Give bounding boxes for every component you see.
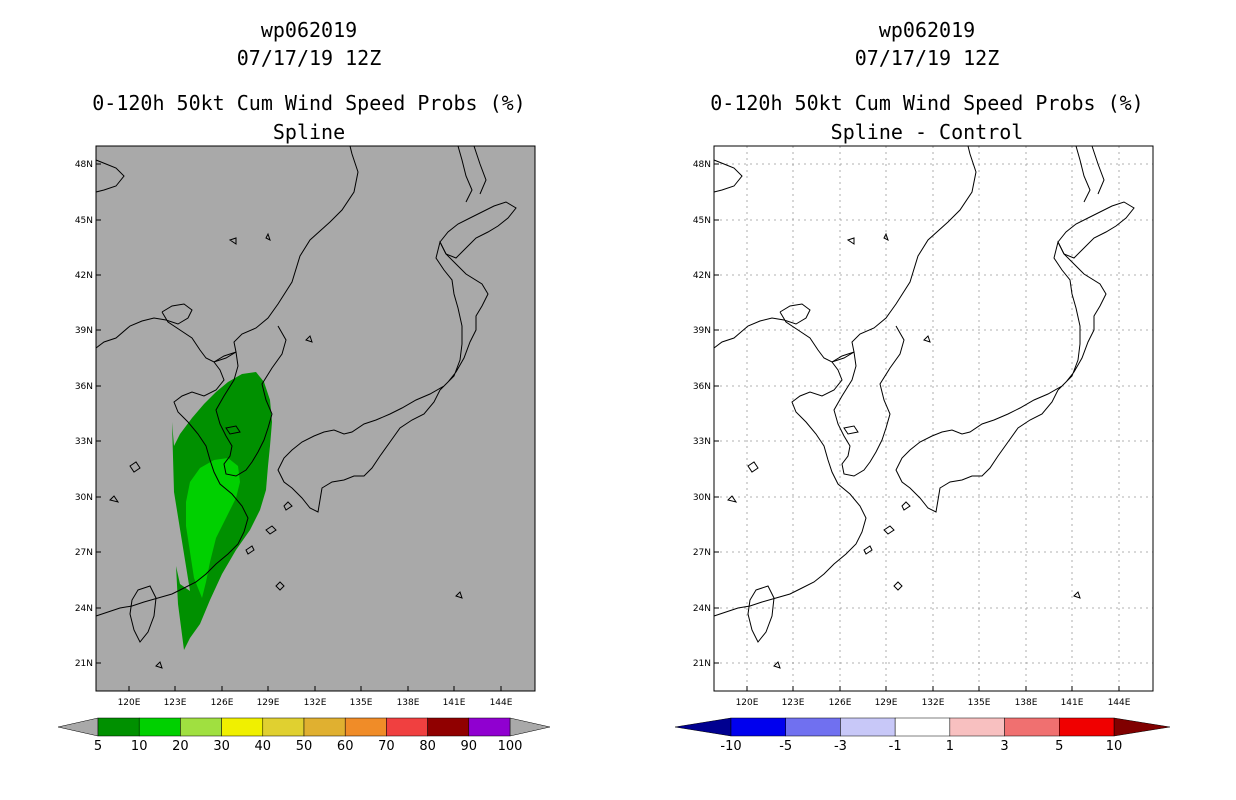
lon-label-132e: 132E [922,698,945,708]
colorbar-label: 70 [378,739,395,754]
lat-label-39n: 39N [693,326,711,336]
lat-label-24n: 24N [693,604,711,614]
colorbar-swatch [785,717,841,737]
colorbar-label: 90 [461,739,478,754]
colorbar-swatch [730,717,786,737]
lat-label-21n: 21N [75,659,93,669]
lat-label-24n: 24N [75,604,93,614]
left-subtitle: Spline [272,120,346,144]
colorbar-label: 100 [498,739,523,754]
lat-label-48n: 48N [75,160,93,170]
colorbar-end-left [57,717,99,737]
lat-label-39n: 39N [75,326,93,336]
colorbar-label: 5 [1055,739,1063,754]
lat-label-48n: 48N [693,160,711,170]
lon-label-135e: 135E [968,698,991,708]
lon-label-144e: 144E [1108,698,1131,708]
colorbar-end-right [509,717,551,737]
lat-label-36n: 36N [693,382,711,392]
lat-label-42n: 42N [75,271,93,281]
colorbar-swatch [468,717,511,737]
colorbar-swatch [1059,717,1115,737]
lon-label-144e: 144E [490,698,513,708]
lon-label-141e: 141E [1061,698,1084,708]
right-map-background [714,146,1153,691]
lon-label-138e: 138E [397,698,420,708]
colorbar-swatch [1004,717,1060,737]
lat-label-33n: 33N [75,437,93,447]
lat-label-45n: 45N [75,216,93,226]
colorbar-swatch [262,717,305,737]
lat-label-33n: 33N [693,437,711,447]
lon-label-132e: 132E [304,698,327,708]
colorbar-label: 3 [1000,739,1008,754]
lon-label-129e: 129E [875,698,898,708]
colorbar-label: 80 [419,739,436,754]
colorbar-label: 50 [296,739,313,754]
left-colorbar: 5 10 20 30 40 50 60 70 80 90 100 [57,717,551,754]
right-axis-ticks: 48N 45N 42N 39N 36N 33N 30N 27N 24N 21N 120E 123E 12… [693,160,1131,708]
lat-label-27n: 27N [75,548,93,558]
lon-label-126e: 126E [211,698,234,708]
lon-label-135e: 135E [350,698,373,708]
lat-label-36n: 36N [75,382,93,392]
colorbar-label: -3 [834,739,847,754]
colorbar-label: 10 [131,739,148,754]
right-colorbar: -10 -5 -3 -1 1 3 5 10 [674,717,1171,754]
left-product-title: 0-120h 50kt Cum Wind Speed Probs (%) [92,91,526,115]
colorbar-swatch [840,717,896,737]
lon-label-120e: 120E [736,698,759,708]
lat-label-45n: 45N [693,216,711,226]
left-map-panel: 48N 45N 42N 39N 36N 33N 30N 27N 24N 21N 120E 123E 12… [75,145,536,708]
lat-label-27n: 27N [693,548,711,558]
right-datetime: 07/17/19 12Z [854,46,1000,70]
colorbar-end-right [1113,717,1171,737]
lon-label-123e: 123E [164,698,187,708]
colorbar-swatch [303,717,346,737]
colorbar-swatch [949,717,1005,737]
left-map-background [96,146,535,691]
colorbar-label: 1 [946,739,954,754]
colorbar-swatch [138,717,181,737]
colorbar-swatch [97,717,140,737]
colorbar-end-left [674,717,732,737]
lon-label-141e: 141E [443,698,466,708]
prob-contour-10 [186,458,240,598]
lon-label-123e: 123E [782,698,805,708]
lon-label-138e: 138E [1015,698,1038,708]
left-storm-id: wp062019 [260,18,358,42]
colorbar-label: 5 [94,739,102,754]
colorbar-label: 10 [1106,739,1123,754]
colorbar-label: -1 [889,739,902,754]
right-map-gridlines [714,146,1153,691]
left-datetime: 07/17/19 12Z [236,46,382,70]
colorbar-swatch [221,717,264,737]
lon-label-126e: 126E [829,698,852,708]
colorbar-label: -10 [720,739,741,754]
right-map-panel: 48N 45N 42N 39N 36N 33N 30N 27N 24N 21N 120E 123E 12… [693,145,1154,708]
colorbar-label: 60 [337,739,354,754]
colorbar-swatch [180,717,222,737]
right-product-title: 0-120h 50kt Cum Wind Speed Probs (%) [710,91,1144,115]
lat-label-42n: 42N [693,271,711,281]
colorbar-swatch [344,717,387,737]
lon-label-129e: 129E [257,698,280,708]
lon-label-120e: 120E [118,698,141,708]
lat-label-30n: 30N [75,493,93,503]
lat-label-30n: 30N [693,493,711,503]
right-subtitle: Spline - Control [830,120,1024,144]
right-storm-id: wp062019 [878,18,976,42]
colorbar-swatch [894,717,951,737]
colorbar-swatch [427,717,470,737]
left-axis-ticks: 48N 45N 42N 39N 36N 33N 30N 27N 24N 21N 120E 123E 12… [75,160,513,708]
colorbar-swatch [386,717,428,737]
colorbar-label: 40 [255,739,272,754]
colorbar-label: 20 [172,739,189,754]
lat-label-21n: 21N [693,659,711,669]
colorbar-label: 30 [213,739,230,754]
colorbar-label: -5 [779,739,792,754]
